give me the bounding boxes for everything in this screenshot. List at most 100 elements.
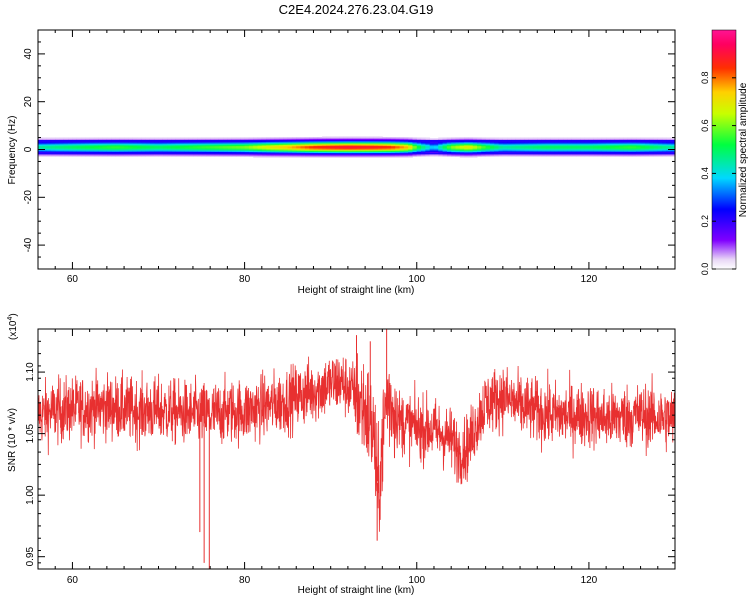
heatmap-cell <box>455 143 461 145</box>
heatmap-cell <box>511 138 517 141</box>
heatmap-cell <box>115 155 121 157</box>
heatmap-cell <box>167 137 172 139</box>
heatmap-cell <box>360 142 366 144</box>
x-tick-label: 80 <box>239 274 251 285</box>
heatmap-cell <box>451 143 456 145</box>
heatmap-cell <box>373 144 379 146</box>
heatmap-cell <box>524 145 530 148</box>
heatmap-cell <box>154 142 159 144</box>
heatmap-cell <box>223 143 228 145</box>
heatmap-cell <box>68 151 73 154</box>
heatmap-cell <box>322 151 327 154</box>
heatmap-cell <box>192 144 198 146</box>
heatmap-cell <box>365 148 370 150</box>
heatmap-cell <box>171 139 177 142</box>
heatmap-cell <box>171 140 177 143</box>
heatmap-cell <box>106 155 112 157</box>
heatmap-cell <box>201 152 207 155</box>
heatmap-cell <box>352 156 357 158</box>
heatmap-cell <box>472 148 478 150</box>
heatmap-cell <box>68 154 73 156</box>
heatmap-cell <box>55 142 60 144</box>
heatmap-cell <box>261 142 267 144</box>
heatmap-cell <box>106 145 112 148</box>
heatmap-cell <box>481 144 487 146</box>
heatmap-cell <box>550 155 555 157</box>
heatmap-cell <box>666 145 672 148</box>
heatmap-cell <box>167 154 172 156</box>
heatmap-cell <box>136 138 142 141</box>
heatmap-cell <box>657 142 663 144</box>
heatmap-cell <box>218 155 224 157</box>
heatmap-cell <box>274 143 280 145</box>
heatmap-cell <box>339 149 344 151</box>
heatmap-cell <box>274 155 280 157</box>
heatmap-cell <box>343 143 349 145</box>
heatmap-cell <box>240 151 245 154</box>
heatmap-cell <box>279 151 284 154</box>
heatmap-cell <box>369 155 375 157</box>
heatmap-cell <box>481 151 487 154</box>
heatmap-cell <box>558 154 564 156</box>
heatmap-cell <box>197 146 202 149</box>
heatmap-cell <box>81 145 86 148</box>
heatmap-cell <box>601 152 607 155</box>
heatmap-cell <box>429 146 435 149</box>
heatmap-cell <box>205 140 211 143</box>
heatmap-cell <box>59 143 65 145</box>
heatmap-cell <box>644 146 650 149</box>
heatmap-cell <box>244 138 250 141</box>
heatmap-cell <box>141 155 147 157</box>
heatmap-cell <box>106 152 112 155</box>
heatmap-cell <box>378 155 383 157</box>
heatmap-cell <box>248 144 254 146</box>
heatmap-cell <box>528 148 534 150</box>
heatmap-cell <box>136 149 142 151</box>
heatmap-cell <box>472 151 478 154</box>
heatmap-cell <box>38 138 43 141</box>
heatmap-cell <box>180 150 185 152</box>
heatmap-cell <box>326 139 332 142</box>
heatmap-cell <box>532 149 538 151</box>
heatmap-cell <box>619 137 624 139</box>
heatmap-cell <box>283 150 289 152</box>
heatmap-cell <box>472 149 478 151</box>
heatmap-cell <box>472 146 478 149</box>
heatmap-cell <box>403 139 409 142</box>
heatmap-cell <box>145 146 151 149</box>
heatmap-cell <box>89 145 95 148</box>
heatmap-cell <box>85 151 91 154</box>
heatmap-cell <box>356 145 362 148</box>
heatmap-cell <box>636 148 641 150</box>
heatmap-cell <box>653 155 659 157</box>
heatmap-cell <box>382 156 388 158</box>
heatmap-cell <box>576 142 581 144</box>
heatmap-cell <box>438 140 443 143</box>
heatmap-cell <box>554 138 560 141</box>
heatmap-cell <box>352 152 357 155</box>
heatmap-cell <box>425 149 431 151</box>
heatmap-cell <box>421 144 426 146</box>
heatmap-cell <box>343 139 349 142</box>
heatmap-cell <box>528 144 534 146</box>
heatmap-cell <box>438 152 443 155</box>
heatmap-cell <box>244 155 250 157</box>
heatmap-cell <box>558 149 564 151</box>
heatmap-cell <box>59 145 65 148</box>
heatmap-cell <box>369 145 375 148</box>
heatmap-cell <box>46 138 52 141</box>
heatmap-cell <box>606 151 611 154</box>
heatmap-cell <box>429 152 435 155</box>
heatmap-cell <box>666 144 672 146</box>
heatmap-cell <box>649 137 654 139</box>
heatmap-cell <box>442 149 448 151</box>
heatmap-cell <box>240 155 245 157</box>
x-tick-label: 80 <box>239 575 251 586</box>
heatmap-cell <box>317 148 323 150</box>
heatmap-cell <box>373 136 379 138</box>
heatmap-cell <box>485 139 491 142</box>
heatmap-cell <box>429 143 435 145</box>
heatmap-cell <box>545 155 551 157</box>
heatmap-cell <box>274 139 280 142</box>
heatmap-cell <box>115 152 121 155</box>
